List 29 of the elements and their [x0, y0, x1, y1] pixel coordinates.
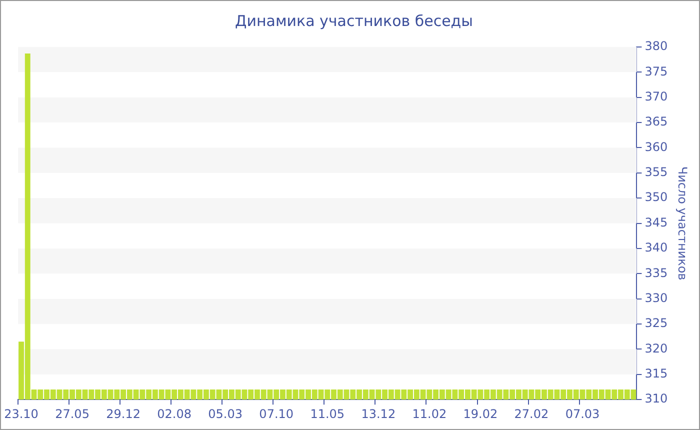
y-tick-label: 325 — [644, 316, 668, 330]
y-tick-label: 355 — [644, 165, 668, 180]
y-tick-label: 370 — [644, 89, 668, 104]
x-tick-label: 27.05 — [55, 406, 90, 421]
x-tick-label: 07.03 — [565, 406, 600, 421]
y-tick-label: 310 — [644, 392, 668, 406]
x-tick-label: 02.08 — [157, 406, 192, 421]
y-tick-label: 375 — [644, 64, 668, 78]
x-tick-label: 11.05 — [310, 406, 345, 421]
x-tick-label: 29.12 — [106, 406, 140, 421]
y-tick-label: 345 — [644, 215, 668, 230]
y-tick-label: 320 — [644, 341, 668, 356]
x-tick-label: 27.02 — [514, 406, 549, 421]
x-tick-label: 05.03 — [208, 406, 243, 421]
x-tick-label: 11.02 — [412, 406, 447, 421]
y-tick-label: 360 — [644, 140, 668, 154]
x-tick-label: 19.02 — [463, 406, 498, 421]
x-tick-label: 23.10 — [4, 406, 38, 421]
y-axis-title: Число участников — [676, 166, 690, 280]
y-tick-label: 380 — [644, 39, 668, 54]
y-tick-label: 340 — [644, 240, 668, 255]
y-tick-label: 330 — [644, 290, 668, 305]
chart-title: Динамика участников беседы — [234, 12, 474, 30]
x-tick-label: 07.10 — [259, 406, 294, 421]
y-tick-label: 315 — [644, 366, 668, 381]
y-tick-label: 365 — [644, 114, 668, 129]
y-tick-label: 350 — [644, 190, 668, 204]
x-tick-label: 13.12 — [361, 406, 396, 421]
y-tick-label: 335 — [644, 266, 668, 280]
